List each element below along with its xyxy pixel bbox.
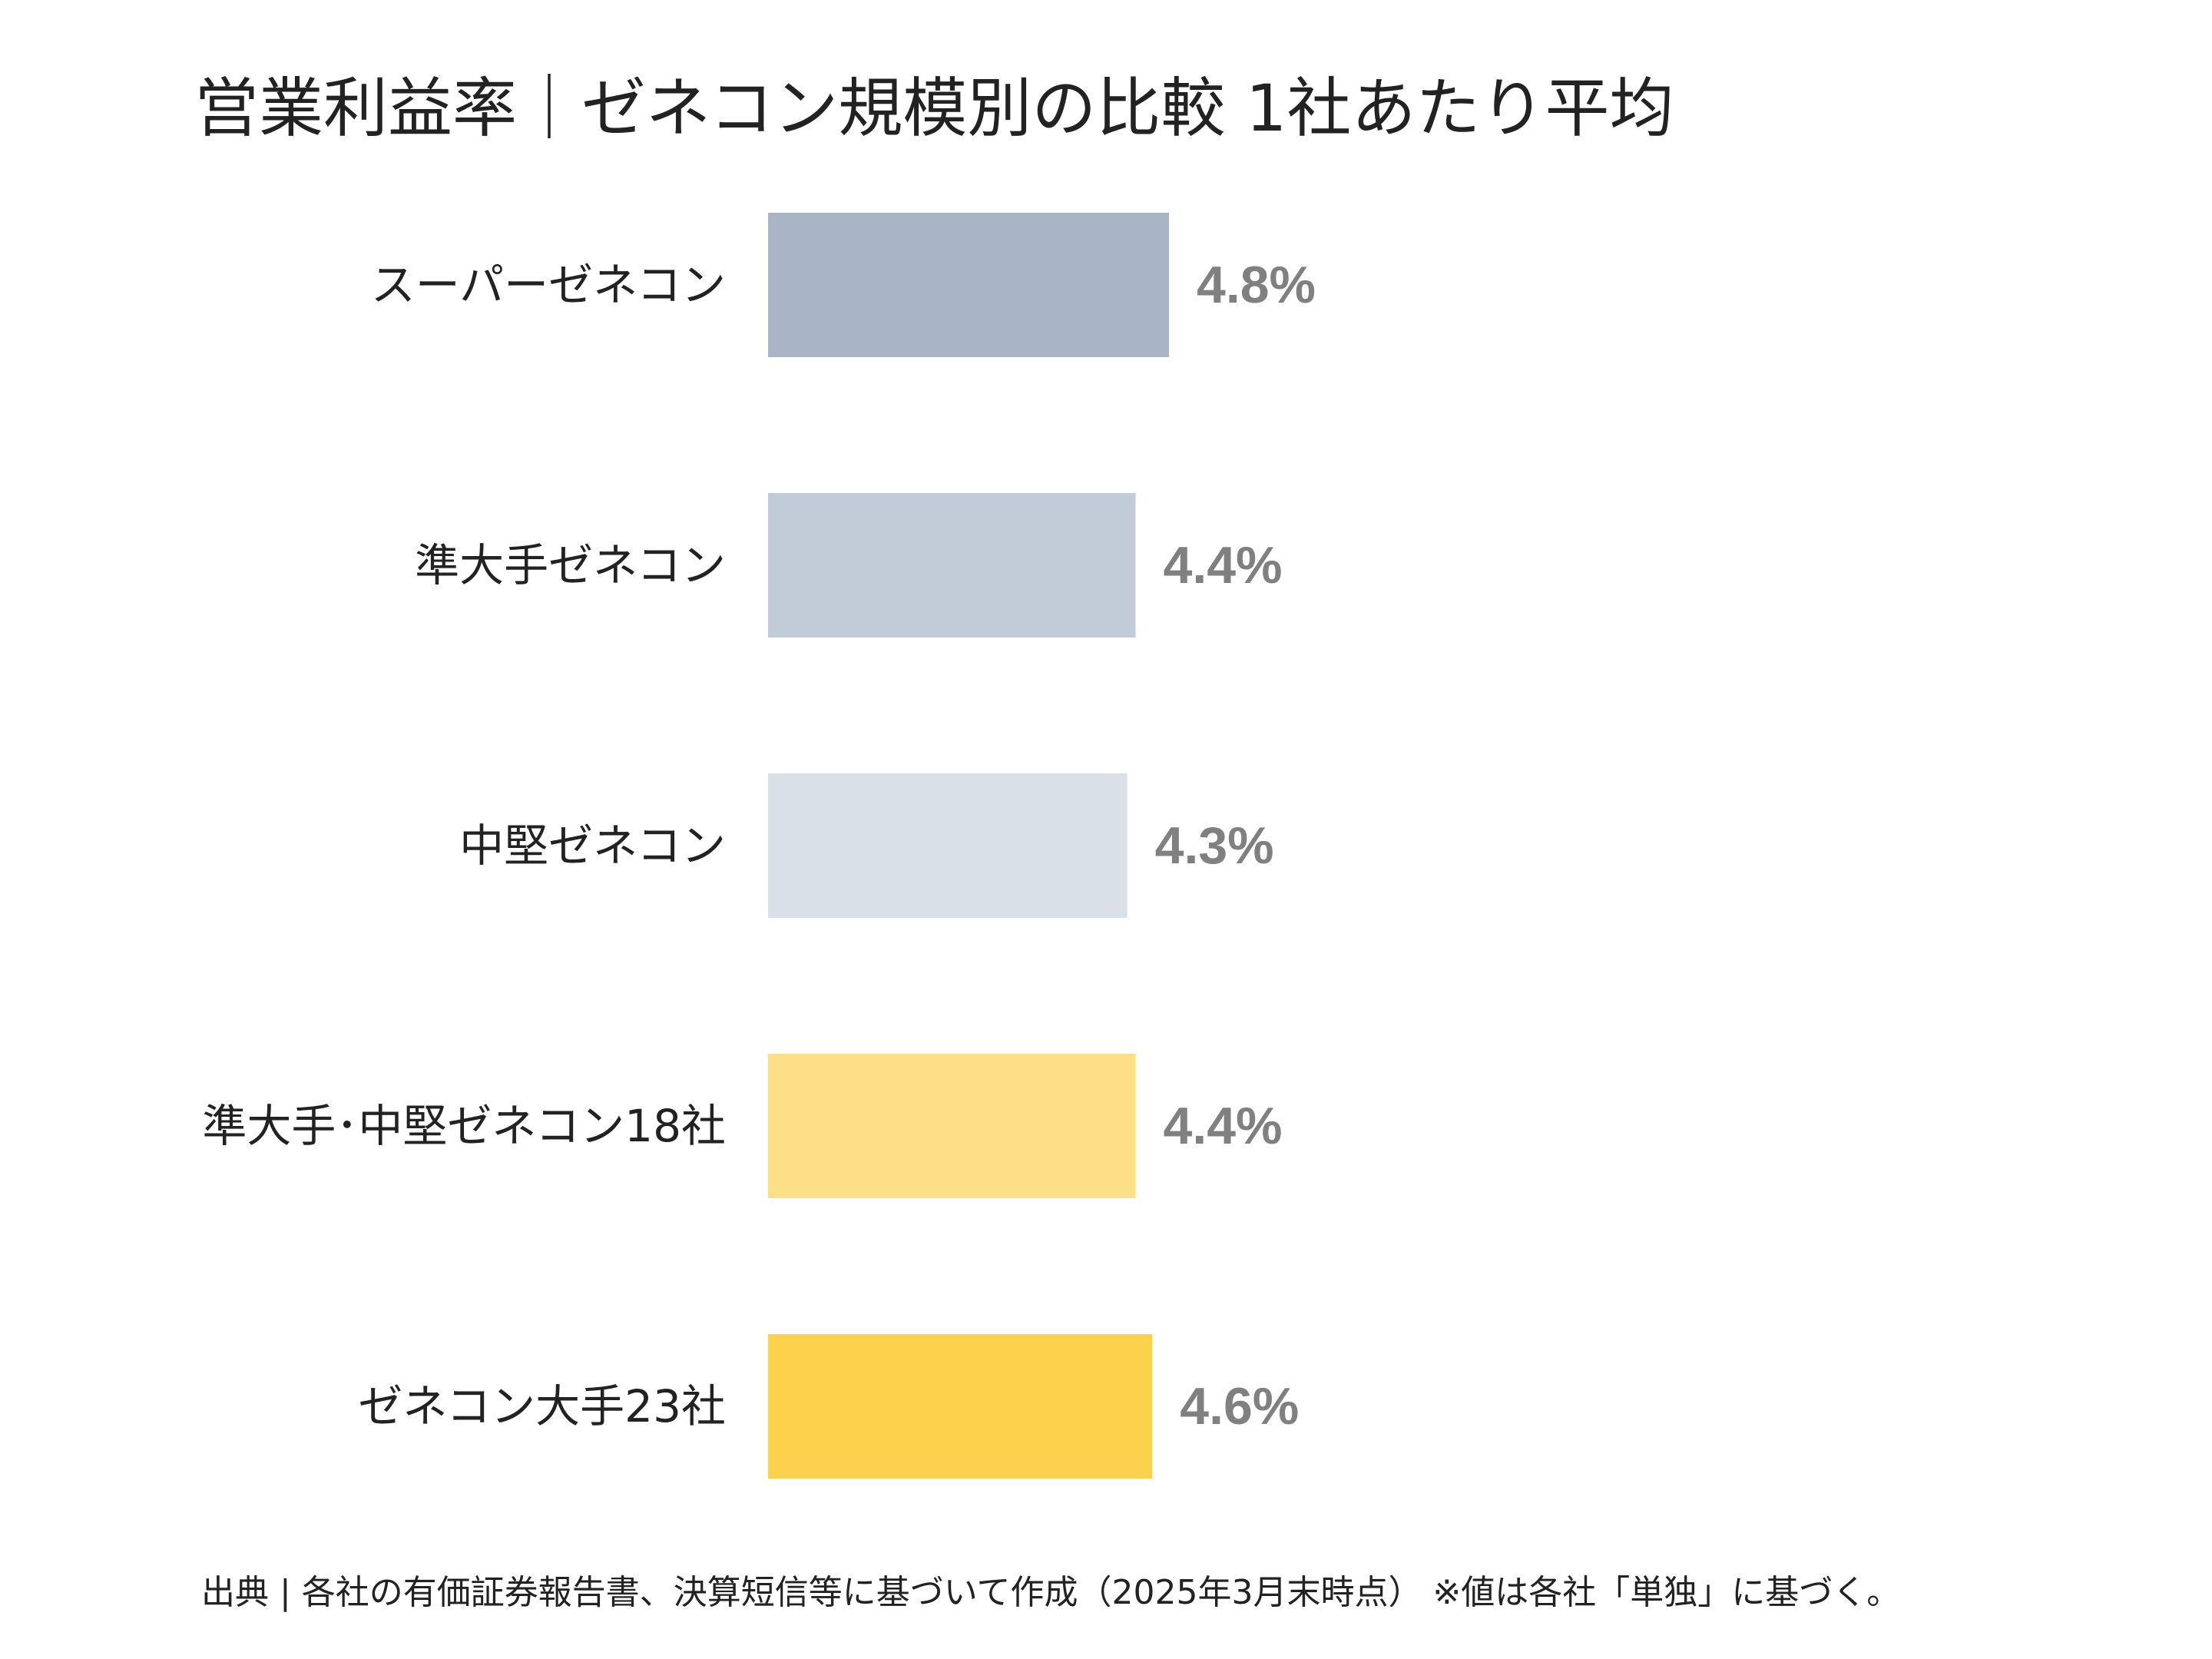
value-label: 4.6% xyxy=(1180,1377,1299,1435)
bars-layer: スーパーゼネコン 4.8% 準大手ゼネコン 4.4% 中堅ゼネコン 4.3% 準大手･中堅ゼ… xyxy=(202,213,1316,1479)
bar xyxy=(768,1334,1153,1479)
bar xyxy=(768,213,1169,357)
value-label: 4.4% xyxy=(1164,536,1283,594)
chart-source: 出典 | 各社の有価証券報告書、決算短信等に基づいて作成（2025年3月末時点）… xyxy=(201,1573,1900,1612)
bar xyxy=(768,773,1128,918)
value-label: 4.8% xyxy=(1197,256,1316,314)
bar xyxy=(768,493,1136,637)
value-label: 4.4% xyxy=(1164,1097,1283,1155)
category-label: 準大手ゼネコン xyxy=(415,539,726,591)
category-label: 準大手･中堅ゼネコン18社 xyxy=(202,1100,726,1152)
bar xyxy=(768,1054,1136,1198)
category-label: 中堅ゼネコン xyxy=(459,820,726,872)
chart-title: 営業利益率｜ゼネコン規模別の比較 1社あたり平均 xyxy=(194,71,1674,146)
value-label: 4.3% xyxy=(1155,816,1274,875)
category-label: スーパーゼネコン xyxy=(371,259,726,311)
category-label: ゼネコン大手23社 xyxy=(358,1380,726,1432)
